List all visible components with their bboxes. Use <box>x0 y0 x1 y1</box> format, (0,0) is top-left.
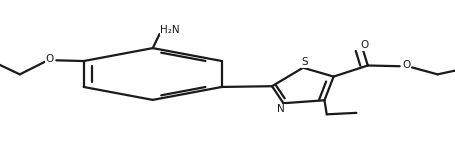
Text: S: S <box>300 57 307 67</box>
Text: N: N <box>277 104 284 114</box>
Text: O: O <box>402 60 410 70</box>
Text: O: O <box>360 40 368 50</box>
Text: O: O <box>45 54 53 64</box>
Text: H₂N: H₂N <box>160 25 180 35</box>
